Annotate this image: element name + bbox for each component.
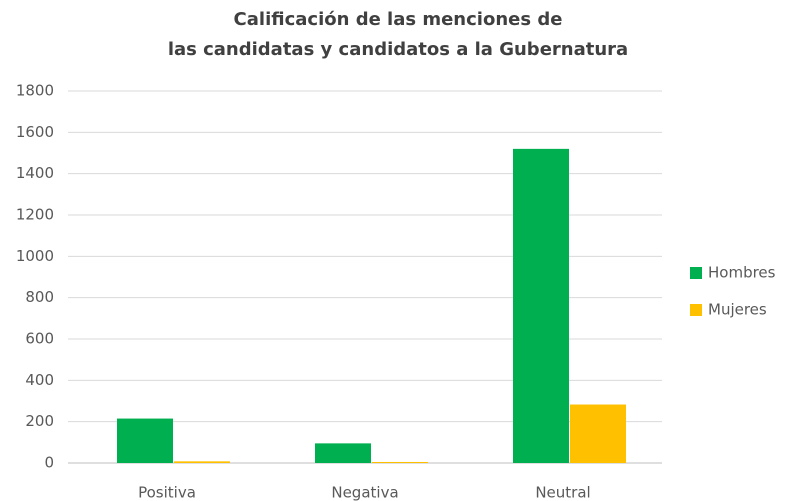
bar xyxy=(513,148,569,463)
legend-swatch xyxy=(690,304,702,316)
x-tick-label: Positiva xyxy=(138,484,196,501)
y-tick-label: 1200 xyxy=(16,206,54,224)
y-tick-label: 200 xyxy=(25,412,54,430)
legend-swatch xyxy=(690,267,702,279)
y-tick-label: 1400 xyxy=(16,164,54,182)
bar xyxy=(315,443,371,463)
legend-label: Hombres xyxy=(708,264,776,282)
y-tick-label: 1000 xyxy=(16,247,54,265)
bar xyxy=(117,418,173,463)
y-tick-label: 600 xyxy=(25,330,54,348)
bar xyxy=(372,461,428,463)
y-tick-label: 0 xyxy=(44,454,54,472)
bar xyxy=(174,461,230,463)
y-tick-label: 1600 xyxy=(16,123,54,141)
chart-title: Calificación de las menciones de xyxy=(234,9,563,30)
y-tick-label: 800 xyxy=(25,288,54,306)
x-tick-label: Negativa xyxy=(331,484,398,501)
chart-title: las candidatas y candidatos a la Guberna… xyxy=(168,39,628,60)
legend-label: Mujeres xyxy=(708,301,767,319)
x-tick-label: Neutral xyxy=(535,484,590,501)
bar xyxy=(570,404,626,463)
y-tick-label: 1800 xyxy=(16,82,54,100)
y-tick-label: 400 xyxy=(25,371,54,389)
